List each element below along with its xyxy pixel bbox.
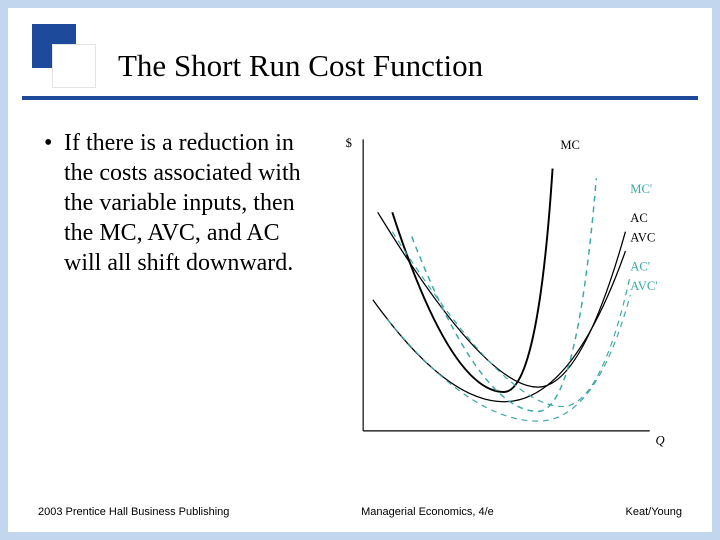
bullet-text: If there is a reduction in the costs ass… xyxy=(64,128,304,278)
svg-text:$: $ xyxy=(346,136,352,150)
footer: 2003 Prentice Hall Business Publishing M… xyxy=(38,506,682,518)
logo-square-white xyxy=(52,44,96,88)
svg-text:MC: MC xyxy=(560,138,580,152)
footer-center: Managerial Economics, 4/e xyxy=(361,506,494,518)
bullet-item: • If there is a reduction in the costs a… xyxy=(44,128,304,278)
footer-right: Keat/Young xyxy=(626,506,682,518)
logo xyxy=(32,24,96,88)
bullet-column: • If there is a reduction in the costs a… xyxy=(44,128,314,482)
footer-left: 2003 Prentice Hall Business Publishing xyxy=(38,506,229,518)
svg-text:AVC: AVC xyxy=(630,230,655,244)
body: • If there is a reduction in the costs a… xyxy=(44,128,692,482)
bullet-dot: • xyxy=(44,128,64,278)
cost-curves-chart: $ Q MC AC AVC MC' AC' AVC' xyxy=(314,120,694,460)
svg-text:Q: Q xyxy=(656,433,665,447)
svg-text:AC': AC' xyxy=(630,260,650,274)
slide: The Short Run Cost Function • If there i… xyxy=(8,8,712,532)
svg-text:AC: AC xyxy=(630,211,648,225)
chart-column: $ Q MC AC AVC MC' AC' AVC' xyxy=(314,128,692,482)
title-underline xyxy=(22,96,698,100)
svg-text:AVC': AVC' xyxy=(630,279,657,293)
svg-text:MC': MC' xyxy=(630,182,652,196)
slide-title: The Short Run Cost Function xyxy=(118,48,692,84)
